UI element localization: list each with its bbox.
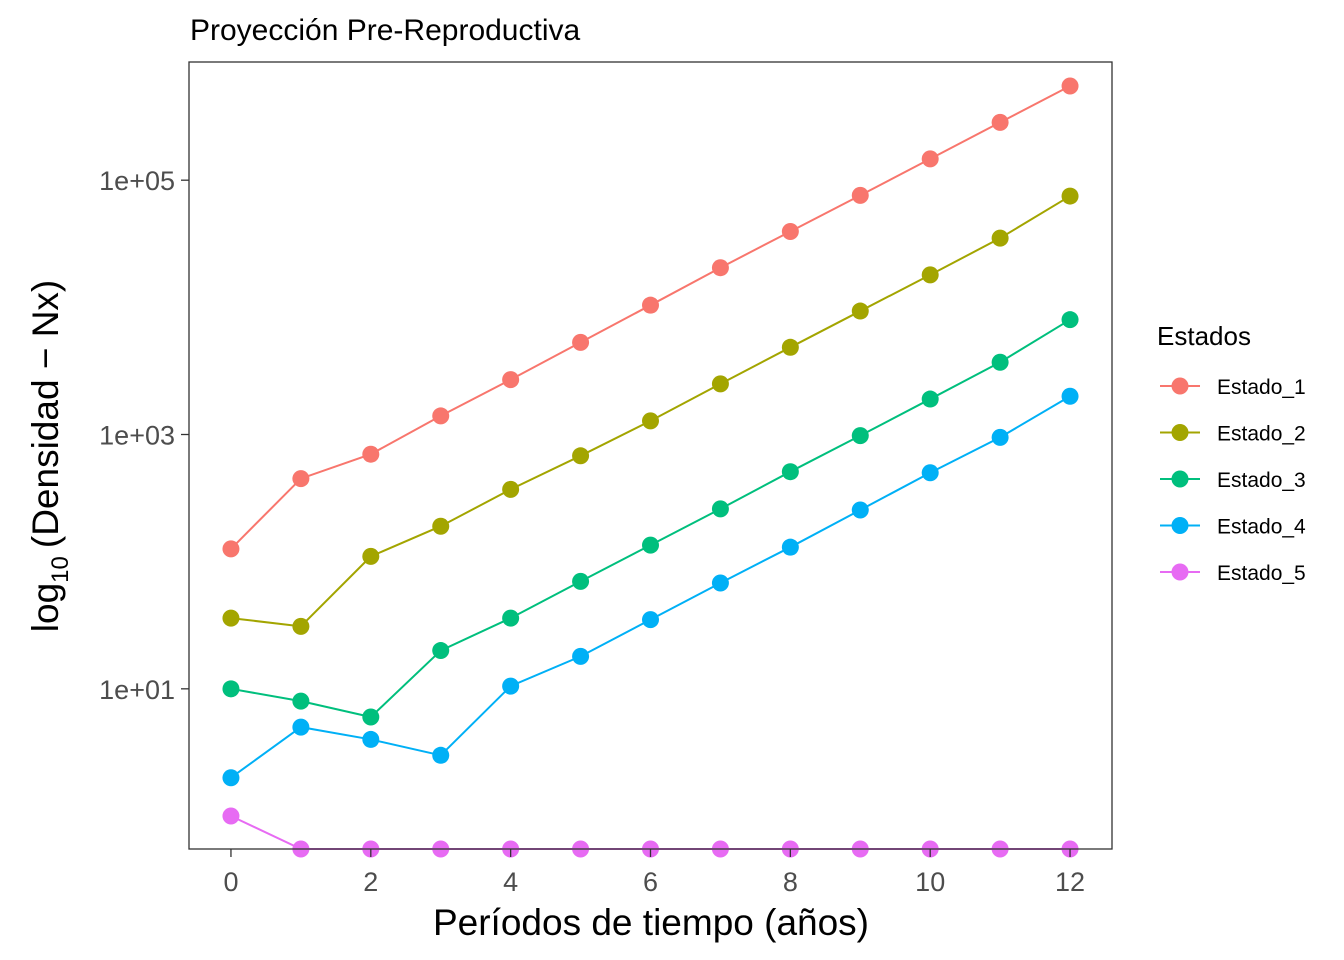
- data-point: [502, 609, 520, 627]
- data-point: [851, 501, 869, 519]
- data-point: [921, 390, 939, 408]
- data-point: [711, 259, 729, 277]
- data-point: [991, 229, 1009, 247]
- x-axis: 0 2 4 6 8 10 12: [223, 849, 1085, 897]
- legend-item: Estado_1: [1160, 376, 1306, 399]
- legend-item: Estado_5: [1160, 562, 1306, 585]
- data-point: [781, 463, 799, 481]
- data-point: [362, 730, 380, 748]
- legend-label: Estado_3: [1217, 469, 1306, 492]
- data-point: [642, 412, 659, 430]
- data-point: [222, 680, 240, 698]
- x-tick-label: 6: [643, 867, 658, 897]
- series-line: [230, 395, 1071, 779]
- y-tick-label: 1e+01: [99, 675, 175, 705]
- data-point: [362, 445, 380, 463]
- x-tick-label: 4: [503, 867, 518, 897]
- y-tick-label: 1e+05: [99, 166, 175, 196]
- data-point: [851, 186, 869, 204]
- data-point: [991, 353, 1009, 371]
- series-line: [230, 318, 1071, 719]
- data-point: [432, 642, 450, 660]
- data-point: [292, 692, 310, 710]
- series-line: [230, 195, 1071, 628]
- legend: Estados Estado_1 Estado_2 Estado_3 Estado_4…: [1157, 321, 1306, 585]
- series-Estado_3: [222, 311, 1079, 726]
- plot-area: [222, 77, 1079, 858]
- data-point: [781, 338, 799, 356]
- data-point: [292, 470, 310, 488]
- data-point: [572, 333, 590, 351]
- y-axis-title-suffix: (Densidad − Nx): [25, 280, 66, 548]
- data-point: [292, 617, 310, 635]
- data-point: [432, 517, 450, 535]
- data-point: [222, 540, 240, 558]
- data-point: [1061, 387, 1079, 405]
- x-tick-label: 10: [915, 867, 945, 897]
- legend-item: Estado_2: [1160, 423, 1306, 446]
- data-point: [362, 547, 380, 565]
- data-point: [1061, 187, 1079, 205]
- legend-marker: [1171, 424, 1189, 441]
- legend-marker: [1171, 470, 1189, 488]
- legend-marker: [1171, 517, 1189, 534]
- x-tick-label: 12: [1055, 867, 1085, 897]
- data-point: [642, 611, 659, 629]
- legend-title: Estados: [1157, 321, 1251, 351]
- data-point: [1061, 77, 1079, 95]
- data-point: [572, 447, 590, 465]
- data-point: [921, 464, 939, 482]
- data-point: [432, 407, 450, 425]
- legend-label: Estado_5: [1217, 562, 1306, 585]
- data-point: [851, 302, 869, 320]
- data-point: [711, 375, 729, 393]
- legend-marker: [1171, 563, 1189, 581]
- data-point: [222, 609, 240, 627]
- legend-label: Estado_2: [1217, 423, 1306, 446]
- y-axis: 1e+01 1e+03 1e+05: [99, 166, 189, 705]
- x-tick-label: 2: [363, 867, 378, 897]
- data-point: [572, 647, 590, 665]
- data-point: [572, 572, 590, 590]
- data-point: [432, 746, 450, 764]
- data-point: [851, 427, 869, 445]
- data-point: [781, 538, 799, 556]
- data-point: [991, 428, 1009, 446]
- y-axis-title: log10 (Densidad − Nx): [25, 280, 74, 632]
- series-line: [230, 85, 1071, 550]
- data-point: [642, 296, 659, 314]
- y-axis-title-subscript: 10: [47, 556, 74, 583]
- data-point: [502, 677, 520, 695]
- data-point: [222, 807, 240, 825]
- legend-label: Estado_4: [1217, 516, 1306, 539]
- legend-marker: [1171, 377, 1189, 395]
- data-point: [921, 266, 939, 284]
- data-point: [502, 371, 520, 389]
- legend-item: Estado_4: [1160, 516, 1306, 539]
- y-tick-label: 1e+03: [99, 421, 175, 451]
- data-point: [1061, 311, 1079, 329]
- data-point: [991, 113, 1009, 131]
- data-point: [292, 718, 310, 736]
- legend-label: Estado_1: [1217, 376, 1306, 399]
- series-Estado_1: [222, 77, 1079, 558]
- data-point: [642, 536, 659, 554]
- series-Estado_2: [222, 187, 1079, 635]
- data-point: [921, 150, 939, 168]
- chart-title: Proyección Pre-Reproductiva: [190, 14, 580, 47]
- data-point: [781, 222, 799, 240]
- y-axis-title-prefix: log: [25, 583, 66, 632]
- data-point: [222, 769, 240, 787]
- data-point: [362, 708, 380, 726]
- legend-item: Estado_3: [1160, 469, 1306, 492]
- x-tick-label: 8: [783, 867, 798, 897]
- series-Estado_4: [222, 387, 1079, 787]
- data-point: [711, 500, 729, 518]
- data-point: [502, 480, 520, 498]
- x-tick-label: 0: [223, 867, 238, 897]
- x-axis-title: Períodos de tiempo (años): [433, 902, 869, 943]
- data-point: [711, 574, 729, 592]
